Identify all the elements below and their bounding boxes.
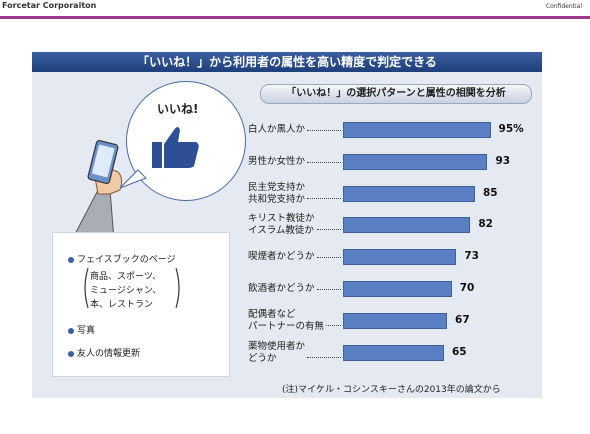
header-accent-line	[0, 16, 590, 19]
bar	[343, 185, 475, 202]
category-label: 飲酒者かどうか	[248, 283, 315, 294]
speech-bubble	[126, 81, 246, 201]
value-label: 85	[483, 186, 498, 199]
bracket-pair	[84, 267, 180, 309]
list-item-label: 友人の情報更新	[77, 349, 141, 359]
bar	[343, 249, 457, 266]
bullet-icon	[68, 256, 74, 263]
phone-screen	[92, 144, 115, 178]
leader-dots	[326, 324, 341, 326]
leader-dots	[307, 161, 341, 163]
value-label: 65	[451, 345, 467, 358]
slide-title: 「いいね！」から利用者の属性を高い精度で判定できる	[32, 52, 542, 72]
hand-phone-illustration	[71, 139, 123, 240]
category-label: 白人か黒人か	[248, 124, 306, 135]
leader-dots	[307, 130, 341, 131]
list-item: 写真	[68, 323, 95, 336]
chart-subtitle: 「いいね！」の選択パターンと属性の相関を分析	[260, 84, 532, 104]
bar	[343, 122, 491, 138]
list-item: 商品、スポーツ、	[90, 272, 162, 282]
thumb-hand	[164, 127, 199, 168]
bar	[343, 217, 471, 234]
leader-dots	[307, 197, 341, 199]
value-label: 73	[464, 250, 479, 263]
value-label: 82	[478, 218, 493, 231]
category-label: キリスト教徒か イスラム教徒か	[248, 213, 315, 237]
bar	[343, 344, 444, 361]
list-item: 友人の情報更新	[68, 346, 140, 359]
list-item: ミュージシャン、	[90, 286, 162, 296]
list-item-label: 写真	[77, 326, 96, 336]
leader-dots	[316, 257, 341, 259]
category-label: 喫煙者かどうか	[248, 251, 315, 263]
like-targets-box	[52, 232, 230, 377]
like-text: いいね!	[157, 102, 199, 116]
list-item: フェイスブックのページ	[68, 252, 176, 265]
value-label: 93	[495, 154, 511, 167]
thumb-cuff	[152, 142, 162, 168]
value-label: 70	[459, 282, 475, 294]
bar	[343, 281, 452, 297]
list-item: 本、レストラン	[90, 300, 154, 310]
list-item-label: フェイスブックのページ	[77, 255, 176, 265]
category-label: 男性か女性か	[248, 155, 306, 167]
bar	[343, 312, 448, 329]
category-label: 配偶者など パートナーの有無	[248, 308, 325, 332]
category-label: 民主党支持か 共和党支持か	[248, 181, 306, 205]
bullet-icon	[68, 327, 74, 334]
value-label: 67	[455, 313, 470, 326]
thumbs-up-icon	[152, 127, 199, 168]
leader-dots	[307, 356, 341, 358]
value-label: 95%	[498, 123, 524, 135]
leader-dots	[316, 289, 341, 290]
category-label: 薬物使用者か どうか	[248, 340, 306, 364]
leader-dots	[316, 229, 341, 231]
company-name: Forcetar Corporaiton	[2, 1, 97, 10]
source-note: (注)マイケル・コシンスキーさんの2013年の論文から	[282, 385, 501, 395]
bubble-tail	[119, 169, 147, 189]
confidential-label: Confidential	[545, 3, 582, 10]
bullet-icon	[68, 350, 74, 357]
bar	[343, 153, 488, 170]
